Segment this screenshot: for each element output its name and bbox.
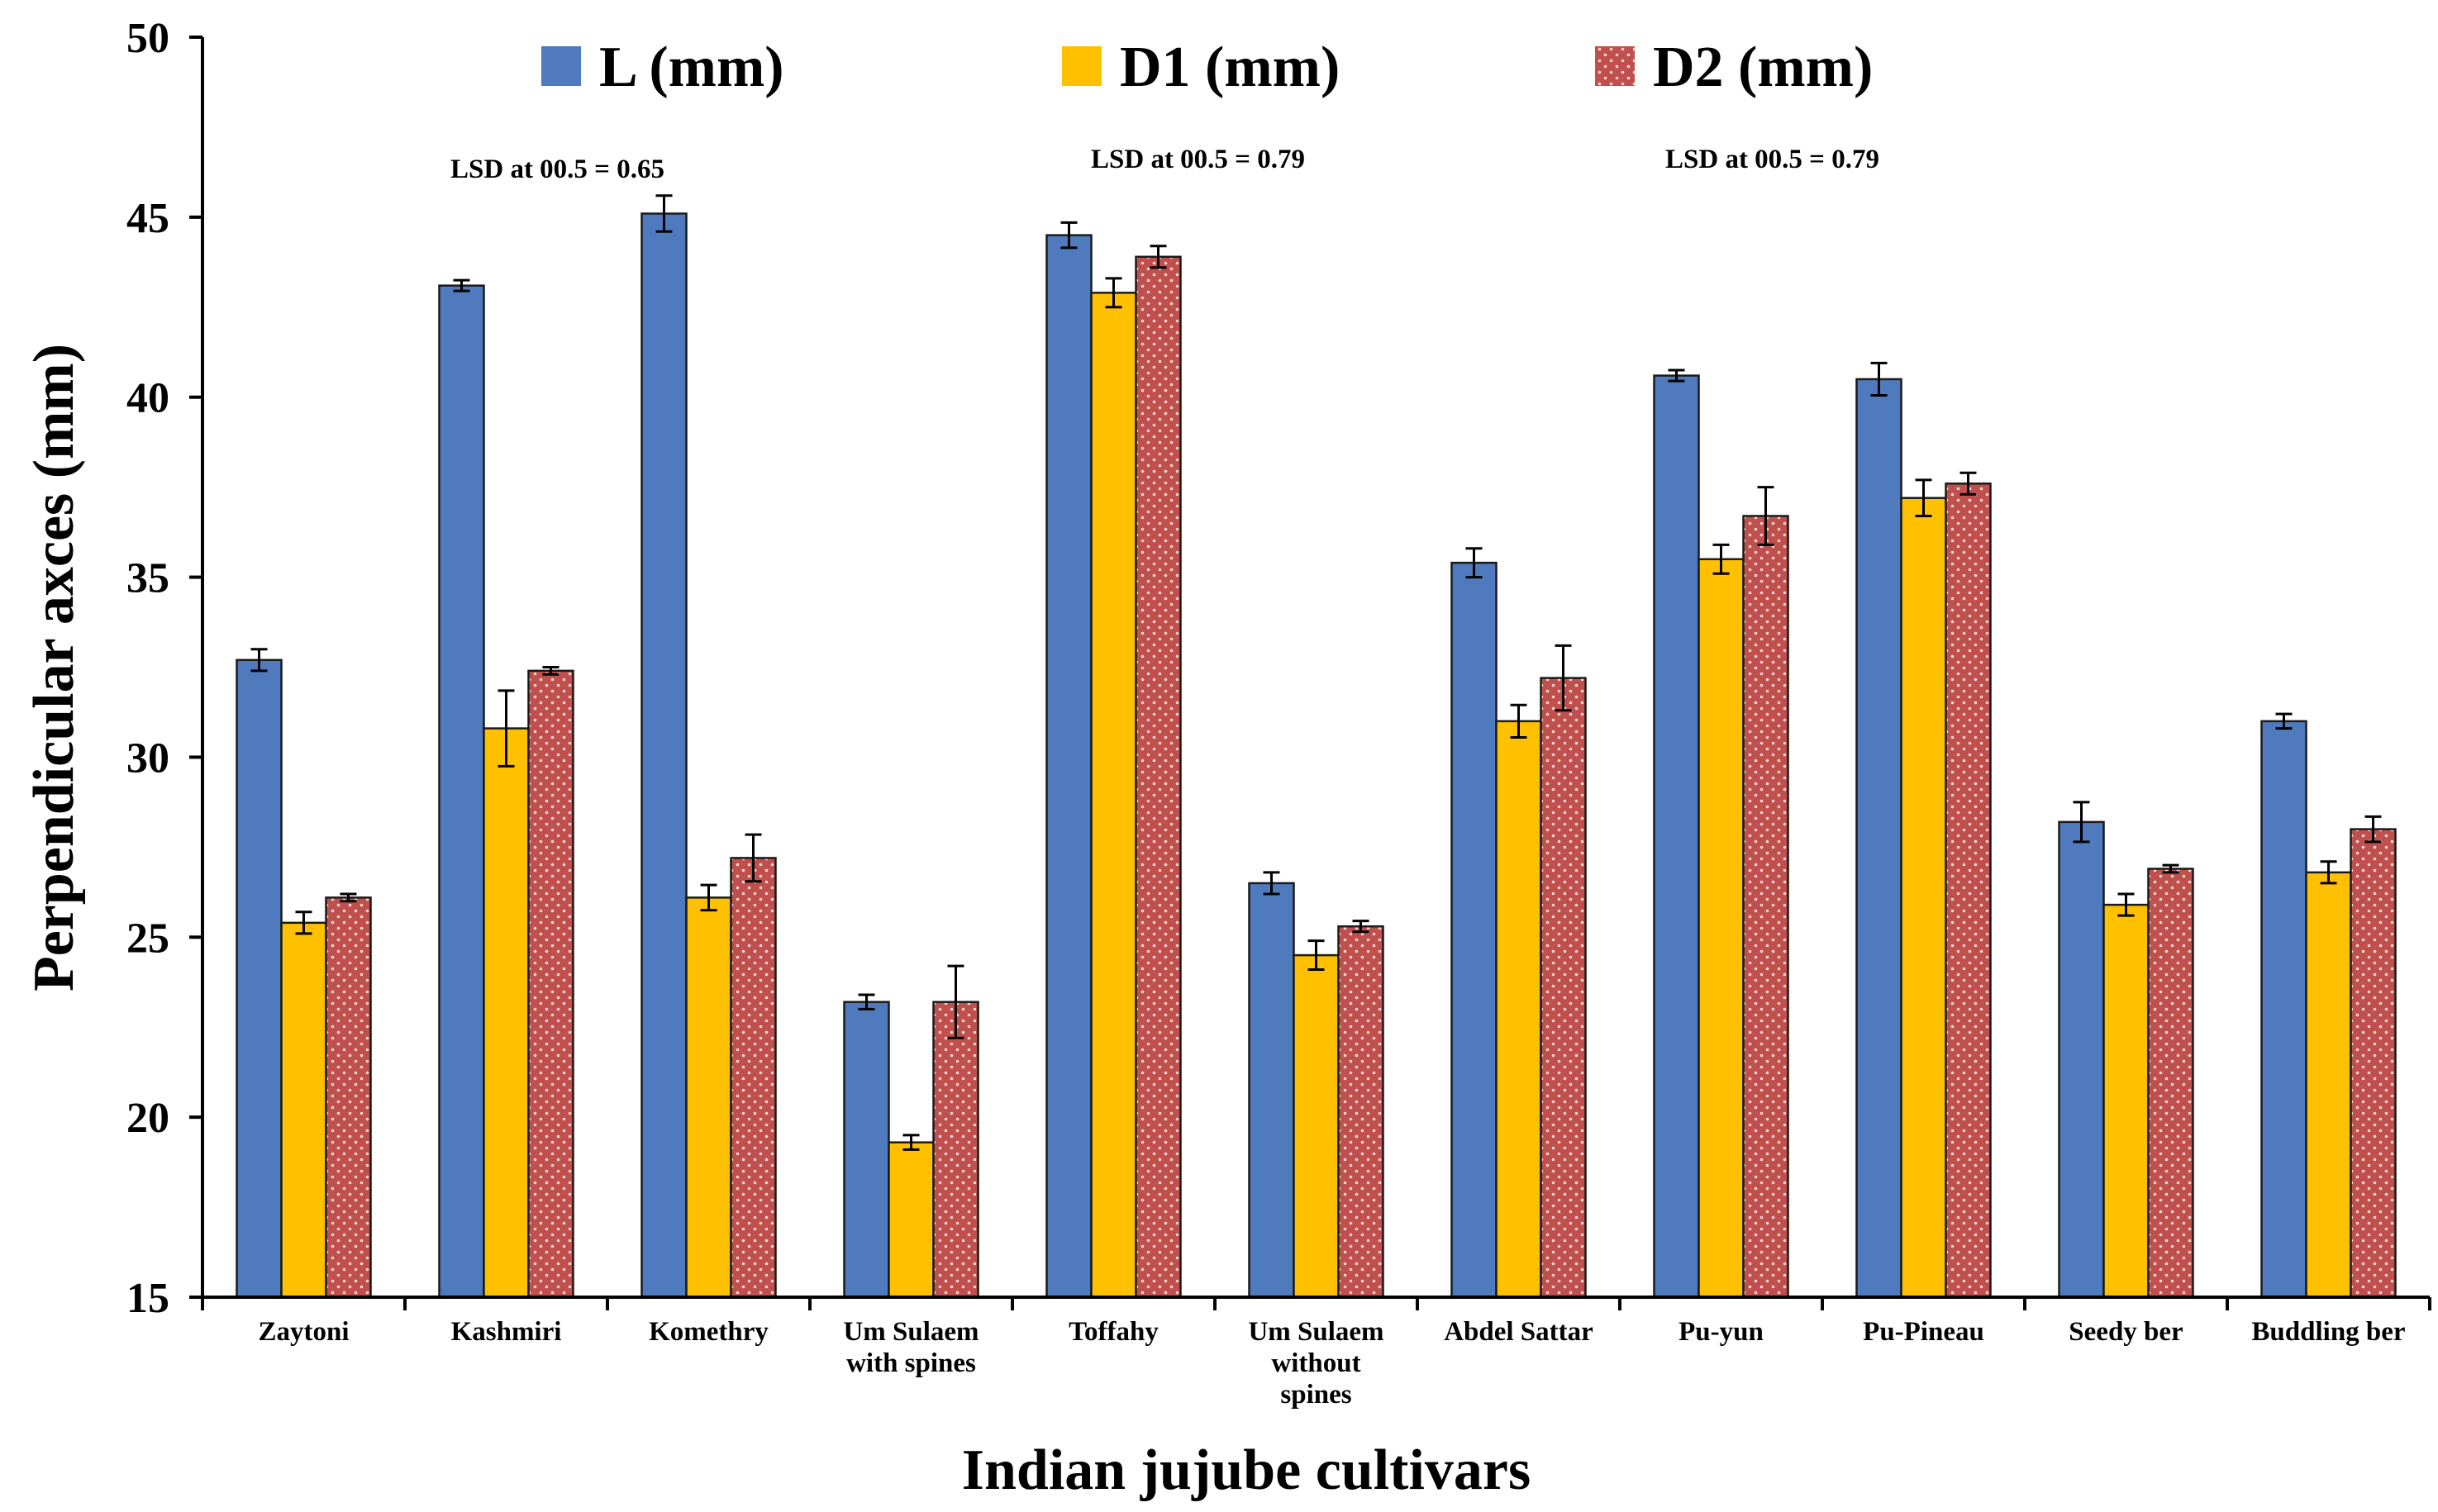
legend-label: D2 (mm) [1653, 36, 1873, 99]
x-tick-label: Toffahy [1069, 1317, 1159, 1347]
bar-d2 [527, 669, 574, 1299]
bar-d1 [1090, 292, 1137, 1299]
category-labels: Zaytoni Kashmiri Komethry Um Sulaem with spi… [258, 1317, 2405, 1410]
lsd-annotation: LSD at 00.5 = 0.79 [1091, 145, 1305, 174]
lsd-annotation: LSD at 00.5 = 0.79 [1665, 145, 1879, 174]
legend-swatch [541, 46, 581, 86]
x-tick-label: Komethry [649, 1317, 769, 1347]
bar-d1 [1495, 720, 1542, 1299]
bar-d1 [483, 727, 530, 1299]
bar-l [438, 284, 485, 1299]
bar-d2 [1742, 515, 1789, 1299]
bar-d2 [1337, 925, 1384, 1299]
x-tick-label: Buddling ber [2251, 1317, 2405, 1347]
bar-l [1450, 561, 1498, 1299]
x-tick-label: Um Sulaem without spines [1248, 1317, 1383, 1410]
bar-l [2058, 820, 2105, 1299]
x-tick-label: Pu-Pineau [1863, 1317, 1984, 1347]
legend: L (mm) D1 (mm) D2 (mm) [541, 36, 1873, 99]
y-tick-label: 35 [126, 555, 169, 602]
bar-d2 [2350, 828, 2397, 1299]
bar-d2 [2147, 868, 2194, 1299]
bar-d2 [1945, 483, 1992, 1299]
y-tick-label: 45 [126, 195, 169, 242]
y-tick-label: 15 [126, 1275, 169, 1322]
x-ticks [201, 1297, 2431, 1310]
bar-d2 [730, 857, 777, 1299]
y-tick-label: 50 [126, 15, 169, 62]
y-axis-title: Perpendicular axces (mm) [22, 344, 86, 991]
bar-d1 [1900, 497, 1947, 1299]
y-ticks: 15 20 25 30 35 40 45 50 [126, 15, 202, 1322]
bar-d1 [685, 896, 732, 1299]
y-tick-label: 20 [126, 1095, 169, 1142]
bar-l [843, 1001, 890, 1299]
x-axis-title: Indian jujube cultivars [962, 1438, 1531, 1502]
bar-l [640, 212, 688, 1299]
bar-d1 [1293, 953, 1340, 1299]
bar-d1 [2102, 903, 2150, 1299]
annotations: LSD at 00.5 = 0.65 LSD at 00.5 = 0.79 LSD … [450, 145, 1879, 184]
y-tick-label: 25 [126, 915, 169, 962]
legend-label: D1 (mm) [1120, 36, 1340, 99]
bar-l [1855, 378, 1902, 1299]
x-tick-label: Kashmiri [451, 1317, 562, 1347]
lsd-annotation: LSD at 00.5 = 0.65 [450, 155, 664, 184]
x-tick-label: Abdel Sattar [1444, 1317, 1593, 1347]
bar-l [1653, 374, 1700, 1299]
bar-d1 [2305, 871, 2352, 1299]
x-tick-label: Um Sulaem with spines [843, 1317, 979, 1378]
bar-d2 [932, 1001, 979, 1299]
bar-l [236, 659, 283, 1299]
bar-l [1248, 882, 1295, 1299]
bar-d2 [1540, 677, 1587, 1299]
bar-d2 [325, 896, 372, 1299]
legend-swatch [1595, 46, 1635, 86]
bar-d2 [1135, 255, 1182, 1299]
bar-l [2260, 720, 2307, 1299]
bar-d1 [888, 1141, 935, 1299]
x-tick-label: Zaytoni [258, 1317, 349, 1347]
x-tick-label: Seedy ber [2069, 1317, 2183, 1347]
legend-swatch [1062, 46, 1102, 86]
error-bars-layer [250, 194, 2382, 1151]
y-tick-label: 40 [126, 375, 169, 422]
bar-l [1045, 234, 1093, 1299]
legend-label: L (mm) [599, 36, 784, 99]
y-tick-label: 30 [126, 735, 169, 782]
bars-layer [236, 212, 2397, 1299]
x-tick-label: Pu-yun [1679, 1317, 1764, 1347]
bar-d1 [1698, 558, 1745, 1299]
bar-d1 [280, 921, 327, 1299]
